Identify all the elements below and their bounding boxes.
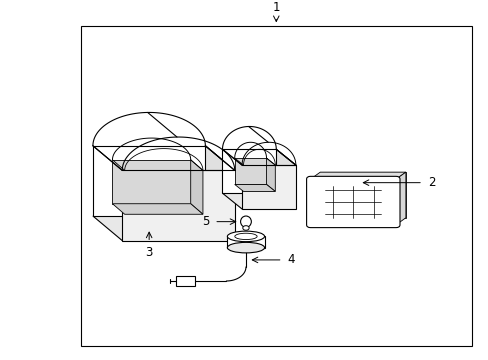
Polygon shape [227,237,264,248]
Polygon shape [122,170,234,240]
Text: 4: 4 [287,253,294,266]
Polygon shape [176,276,194,286]
Polygon shape [222,193,295,209]
Ellipse shape [243,226,248,230]
Polygon shape [320,172,405,218]
Polygon shape [266,158,275,192]
Text: 3: 3 [145,246,153,259]
Polygon shape [242,165,295,209]
Polygon shape [276,149,295,209]
Polygon shape [112,160,190,204]
Bar [81,26,471,346]
Polygon shape [93,216,234,240]
Text: 5: 5 [202,215,209,228]
Ellipse shape [227,231,264,242]
Polygon shape [93,146,205,216]
Ellipse shape [227,242,264,253]
Polygon shape [112,204,203,214]
Polygon shape [234,184,275,192]
Polygon shape [222,149,276,193]
Ellipse shape [240,216,251,227]
Text: 2: 2 [427,176,434,189]
Polygon shape [190,160,203,214]
FancyBboxPatch shape [306,176,399,228]
Polygon shape [205,146,234,240]
Polygon shape [395,172,405,225]
Polygon shape [310,172,405,179]
Polygon shape [234,158,266,184]
Text: 1: 1 [272,1,280,14]
